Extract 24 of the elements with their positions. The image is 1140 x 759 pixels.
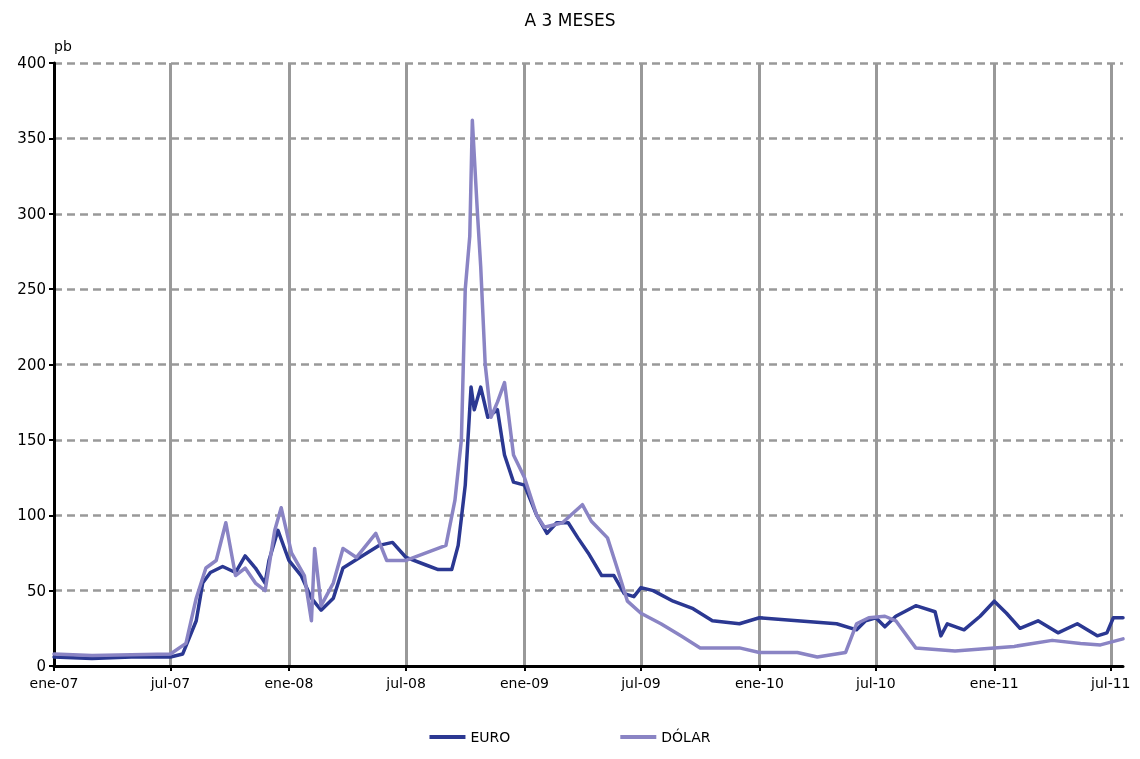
legend-label: DÓLAR (661, 728, 711, 745)
y-tick-label: 250 (17, 280, 46, 299)
x-tick-label: ene-11 (969, 675, 1019, 691)
y-tick-label: 400 (17, 54, 46, 72)
y-tick-label: 150 (17, 430, 46, 449)
x-tick-label: ene-09 (499, 675, 549, 691)
x-tick-label: jul-10 (855, 675, 896, 691)
x-tick-label: ene-10 (734, 675, 784, 691)
legend-label: EURO (470, 729, 511, 745)
chart-title: A 3 MESES (524, 9, 616, 30)
y-tick-label: 50 (26, 581, 46, 600)
y-axis-title: pb (54, 38, 72, 54)
x-tick-label: jul-11 (1090, 675, 1131, 691)
y-tick-label: 350 (17, 129, 46, 148)
y-tick-label: 300 (17, 204, 46, 223)
line-series (52, 118, 1125, 659)
x-tick-label: jul-09 (620, 675, 661, 691)
x-tick-label: ene-07 (29, 675, 79, 691)
y-tick-label: 200 (17, 355, 46, 374)
x-tick-label: jul-08 (385, 675, 426, 691)
y-tick-label: 0 (36, 657, 46, 675)
y-tick-label: 100 (17, 506, 46, 525)
x-tick-label: ene-08 (264, 675, 314, 691)
x-tick-label: jul-07 (149, 675, 191, 691)
